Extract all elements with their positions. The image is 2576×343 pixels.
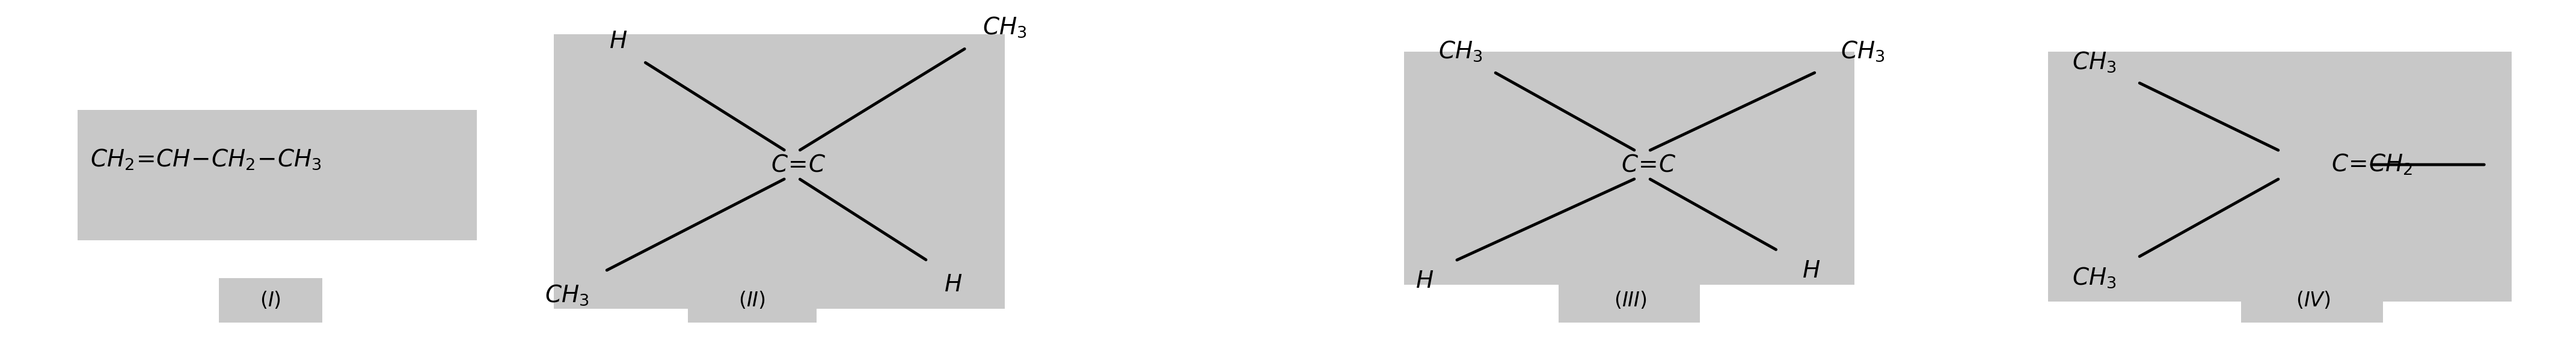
Text: $C\!=\!C$: $C\!=\!C$ bbox=[1620, 153, 1677, 176]
Text: $C\!=\!CH_2$: $C\!=\!CH_2$ bbox=[2331, 153, 2414, 177]
Text: $(I)$: $(I)$ bbox=[260, 290, 281, 310]
Text: $H$: $H$ bbox=[1414, 270, 1435, 293]
Text: $CH_3$: $CH_3$ bbox=[1437, 39, 1484, 63]
FancyBboxPatch shape bbox=[554, 34, 1005, 309]
Text: $CH_3$: $CH_3$ bbox=[2071, 50, 2117, 74]
FancyBboxPatch shape bbox=[1558, 278, 1700, 322]
FancyBboxPatch shape bbox=[2048, 51, 2512, 302]
FancyBboxPatch shape bbox=[2241, 278, 2383, 322]
FancyBboxPatch shape bbox=[219, 278, 322, 322]
Text: $CH_2\!=\!CH\!-\!CH_2\!-\!CH_3$: $CH_2\!=\!CH\!-\!CH_2\!-\!CH_3$ bbox=[90, 147, 322, 172]
FancyBboxPatch shape bbox=[688, 278, 817, 322]
Text: $(IV)$: $(IV)$ bbox=[2295, 290, 2331, 310]
FancyBboxPatch shape bbox=[1404, 51, 1855, 285]
Text: $CH_3$: $CH_3$ bbox=[2071, 266, 2117, 290]
FancyBboxPatch shape bbox=[77, 110, 477, 240]
Text: $(II)$: $(II)$ bbox=[739, 290, 765, 310]
Text: $CH_3$: $CH_3$ bbox=[544, 283, 590, 307]
Text: $H$: $H$ bbox=[943, 273, 963, 296]
Text: $H$: $H$ bbox=[1801, 260, 1821, 282]
Text: $H$: $H$ bbox=[608, 30, 629, 52]
Text: $(III)$: $(III)$ bbox=[1615, 290, 1646, 310]
Text: $CH_3$: $CH_3$ bbox=[1839, 39, 1886, 63]
Text: $C\!=\!C$: $C\!=\!C$ bbox=[770, 153, 827, 176]
Text: $CH_3$: $CH_3$ bbox=[981, 15, 1028, 39]
